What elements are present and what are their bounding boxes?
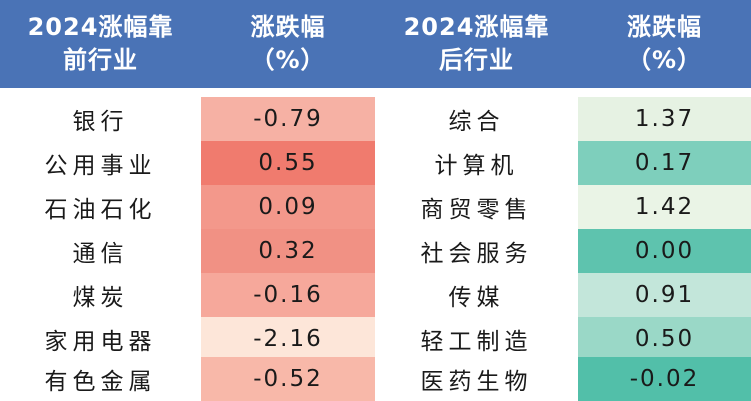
top-change-cell: -2.16 (201, 317, 375, 361)
bottom-industry-cell: 医药生物 (420, 369, 533, 395)
top-change-cell: -0.52 (201, 357, 375, 401)
table-row: 通信 0.32 社会服务 0.00 (0, 229, 751, 273)
top-industry-cell: 石油石化 (44, 197, 157, 223)
top-industry-cell: 家用电器 (44, 329, 157, 355)
header-line: 2024涨幅靠 (403, 13, 550, 41)
bottom-industry-cell: 综合 (448, 109, 505, 135)
table-row: 银行 -0.79 综合 1.37 (0, 97, 751, 141)
top-change-cell: 0.55 (201, 141, 375, 185)
header-line: （%） (250, 46, 326, 74)
table-header: 2024涨幅靠 前行业 涨跌幅 （%） 2024涨幅靠 后行业 涨跌幅 （%） (0, 0, 751, 88)
header-bottom-industries: 2024涨幅靠 后行业 (375, 0, 578, 88)
bottom-industry-cell: 商贸零售 (420, 197, 533, 223)
bottom-change-cell: 1.42 (578, 185, 751, 229)
header-line: 后行业 (439, 46, 514, 74)
top-industry-cell: 有色金属 (44, 369, 157, 395)
top-industry-cell: 银行 (72, 109, 129, 135)
bottom-industry-cell: 计算机 (434, 153, 519, 179)
top-change-cell: -0.79 (201, 97, 375, 141)
header-line: 涨跌幅 (250, 13, 326, 41)
top-change-cell: 0.32 (201, 229, 375, 273)
top-change-cell: -0.16 (201, 273, 375, 317)
top-industry-cell: 煤炭 (72, 285, 129, 311)
top-change-cell: 0.09 (201, 185, 375, 229)
bottom-change-cell: 0.50 (578, 317, 751, 361)
header-line: 前行业 (63, 46, 138, 74)
bottom-industry-cell: 社会服务 (420, 241, 533, 267)
header-line: 涨跌幅 (627, 13, 702, 41)
bottom-change-cell: 0.91 (578, 273, 751, 317)
table-row: 家用电器 -2.16 轻工制造 0.50 (0, 317, 751, 361)
top-industry-cell: 通信 (72, 241, 129, 267)
table-row: 煤炭 -0.16 传媒 0.91 (0, 273, 751, 317)
table-row: 公用事业 0.55 计算机 0.17 (0, 141, 751, 185)
header-line: （%） (626, 46, 703, 74)
bottom-industry-cell: 传媒 (448, 285, 505, 311)
top-industry-cell: 公用事业 (44, 153, 157, 179)
table-row: 有色金属 -0.52 医药生物 -0.02 (0, 357, 751, 401)
header-top-industries: 2024涨幅靠 前行业 (0, 0, 201, 88)
header-top-change: 涨跌幅 （%） (201, 0, 375, 88)
bottom-change-cell: 0.00 (578, 229, 751, 273)
table-row: 石油石化 0.09 商贸零售 1.42 (0, 185, 751, 229)
bottom-industry-cell: 轻工制造 (420, 329, 533, 355)
bottom-change-cell: 0.17 (578, 141, 751, 185)
bottom-change-cell: 1.37 (578, 97, 751, 141)
header-bottom-change: 涨跌幅 （%） (578, 0, 751, 88)
bottom-change-cell: -0.02 (578, 357, 751, 401)
header-line: 2024涨幅靠 (27, 13, 174, 41)
